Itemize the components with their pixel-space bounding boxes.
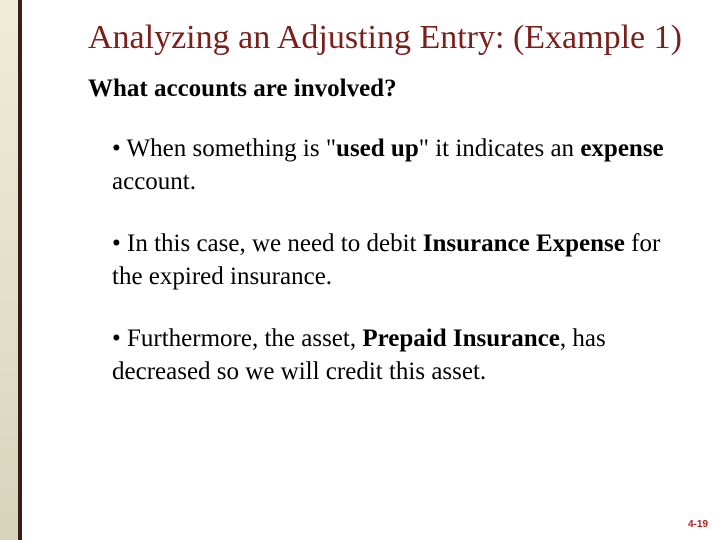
bullet-item: • In this case, we need to debit Insuran… [112, 228, 688, 293]
slide-subheading: What accounts are involved? [88, 75, 688, 103]
bullet-text: " it indicates an [419, 135, 581, 162]
bullet-text: account. [112, 168, 196, 195]
page-number: 4-19 [688, 519, 708, 530]
slide-content: Analyzing an Adjusting Entry: (Example 1… [88, 18, 688, 418]
bullet-text: • Furthermore, the asset, [112, 325, 362, 352]
slide-title: Analyzing an Adjusting Entry: (Example 1… [88, 18, 688, 57]
bullet-bold: Insurance Expense [423, 230, 625, 257]
bullet-text: • When something is " [112, 135, 336, 162]
bullet-bold: used up [336, 135, 419, 162]
bullet-bold: expense [580, 135, 663, 162]
bullet-text: • In this case, we need to debit [112, 230, 423, 257]
bullet-bold: Prepaid Insurance [362, 325, 559, 352]
bullet-item: • When something is "used up" it indicat… [112, 133, 688, 198]
bullet-list: • When something is "used up" it indicat… [88, 133, 688, 388]
bullet-item: • Furthermore, the asset, Prepaid Insura… [112, 323, 688, 388]
decorative-left-stripe [0, 0, 36, 540]
